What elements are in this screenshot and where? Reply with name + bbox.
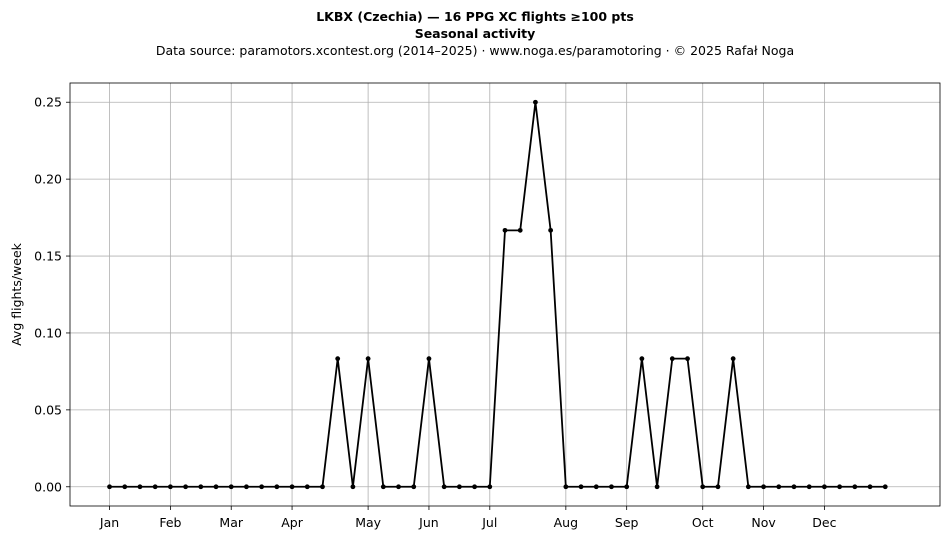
grid-lines bbox=[70, 83, 940, 506]
data-point bbox=[578, 484, 584, 490]
x-tick-label: Aug bbox=[554, 515, 578, 530]
data-point bbox=[152, 484, 158, 490]
data-point bbox=[320, 484, 325, 490]
data-point bbox=[867, 484, 873, 490]
y-axis: 0.00 0.05 0.10 0.15 0.20 0.25 bbox=[34, 95, 70, 494]
data-point bbox=[502, 227, 508, 233]
y-tick-label: 0.25 bbox=[34, 95, 62, 110]
data-point bbox=[882, 484, 888, 490]
x-tick-label: May bbox=[355, 515, 381, 530]
data-point bbox=[198, 484, 204, 490]
x-tick-label: Jun bbox=[418, 515, 439, 530]
x-tick-label: Oct bbox=[692, 515, 714, 530]
data-point bbox=[639, 356, 645, 362]
data-point bbox=[122, 484, 128, 490]
data-point bbox=[852, 484, 858, 490]
data-point bbox=[761, 484, 766, 490]
data-point bbox=[228, 484, 234, 490]
data-point bbox=[259, 484, 265, 490]
data-point bbox=[396, 484, 401, 490]
data-point bbox=[654, 484, 660, 490]
data-point bbox=[487, 484, 493, 490]
data-point bbox=[183, 484, 188, 490]
chart-subtitle: Seasonal activity bbox=[414, 26, 536, 41]
data-point bbox=[593, 484, 599, 490]
plot-frame bbox=[69, 82, 941, 507]
x-tick-label: Apr bbox=[281, 515, 303, 530]
data-point bbox=[730, 356, 736, 362]
data-point bbox=[289, 484, 295, 490]
data-point bbox=[472, 484, 477, 490]
data-point bbox=[822, 484, 827, 490]
x-axis: Jan Feb Mar Apr May Jun Jul Aug Sep Oct Nov Dec bbox=[99, 506, 837, 530]
data-point bbox=[609, 484, 614, 490]
x-tick-label: Jan bbox=[99, 515, 119, 530]
data-point bbox=[548, 227, 554, 233]
data-point bbox=[776, 484, 782, 490]
x-tick-label: Jul bbox=[481, 515, 497, 530]
chart-header: LKBX (Czechia) — 16 PPG XC flights ≥100 … bbox=[0, 8, 950, 59]
x-tick-label: Sep bbox=[615, 515, 639, 530]
x-tick-label: Mar bbox=[219, 515, 243, 530]
y-axis-label: Avg flights/week bbox=[9, 242, 24, 346]
data-point bbox=[806, 484, 812, 490]
data-point bbox=[685, 356, 690, 362]
x-tick-label: Nov bbox=[751, 515, 776, 530]
series-line bbox=[109, 101, 886, 488]
data-point bbox=[213, 484, 219, 490]
data-point bbox=[700, 484, 706, 490]
data-point bbox=[669, 356, 675, 362]
data-point bbox=[137, 484, 143, 490]
y-tick-label: 0.10 bbox=[34, 325, 62, 340]
data-point bbox=[715, 484, 721, 490]
y-tick-label: 0.00 bbox=[34, 479, 62, 494]
data-point bbox=[791, 484, 797, 490]
chart-title: LKBX (Czechia) — 16 PPG XC flights ≥100 … bbox=[316, 9, 634, 24]
data-point bbox=[274, 484, 280, 490]
data-point bbox=[167, 484, 173, 490]
data-point bbox=[365, 356, 371, 362]
data-point bbox=[745, 484, 751, 490]
data-point bbox=[335, 356, 341, 362]
y-tick-label: 0.15 bbox=[34, 249, 62, 264]
y-tick-label: 0.05 bbox=[34, 402, 62, 417]
data-point bbox=[244, 484, 249, 490]
data-point bbox=[350, 484, 356, 490]
x-tick-label: Feb bbox=[159, 515, 181, 530]
source-note: Data source: paramotors.xcontest.org (20… bbox=[155, 43, 795, 58]
data-point bbox=[441, 484, 447, 490]
data-point bbox=[426, 356, 432, 362]
data-point bbox=[304, 484, 310, 490]
data-point bbox=[517, 227, 523, 233]
y-tick-label: 0.20 bbox=[34, 172, 62, 187]
data-point bbox=[380, 484, 386, 490]
data-point bbox=[624, 484, 630, 490]
data-point bbox=[411, 484, 417, 490]
data-point bbox=[107, 484, 112, 490]
data-point bbox=[563, 484, 569, 490]
x-tick-label: Dec bbox=[812, 515, 836, 530]
data-series bbox=[107, 99, 888, 490]
data-point bbox=[533, 99, 538, 105]
data-point bbox=[837, 484, 843, 490]
data-point bbox=[456, 484, 462, 490]
